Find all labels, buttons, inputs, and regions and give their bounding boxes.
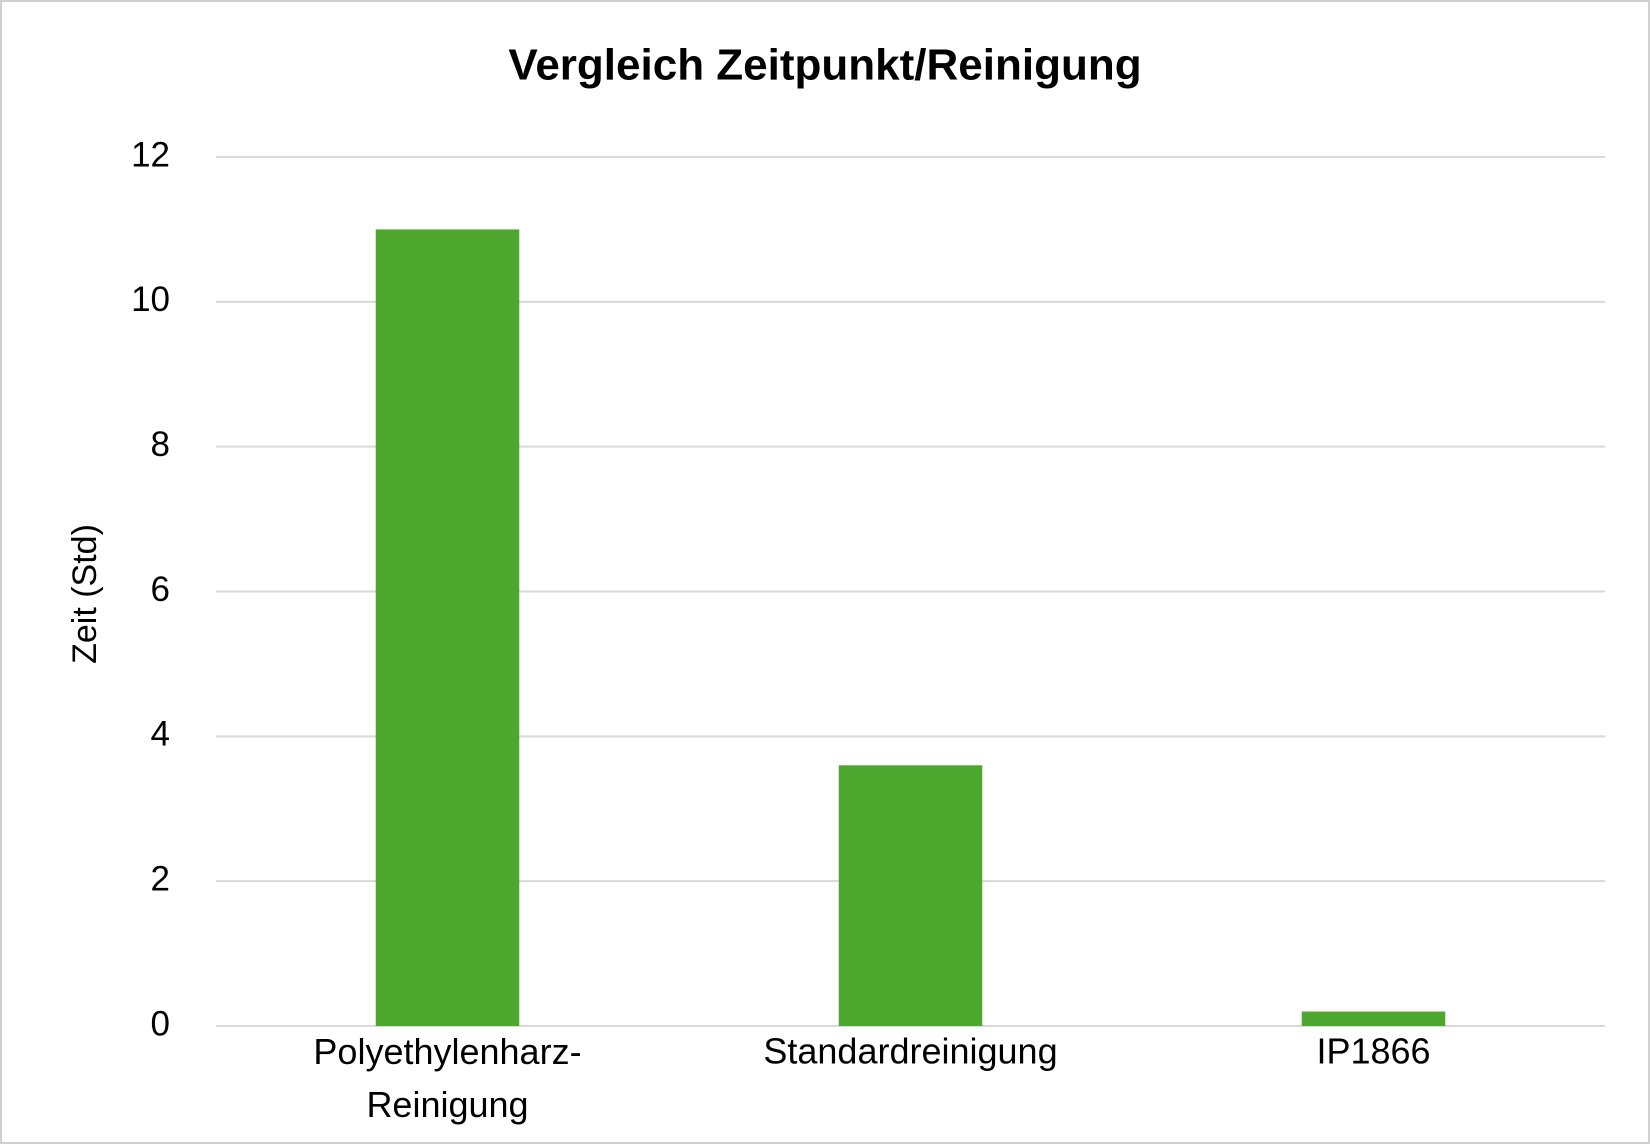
chart-title: Vergleich Zeitpunkt/Reinigung xyxy=(508,41,1141,90)
bar xyxy=(1301,1011,1446,1026)
y-axis-title: Zeit (Std) xyxy=(66,524,104,664)
y-tick-label: 10 xyxy=(131,280,170,319)
y-tick-label: 4 xyxy=(151,715,170,754)
y-tick-label: 2 xyxy=(151,859,170,898)
bar xyxy=(838,765,983,1026)
x-tick-label: Polyethylenharz-Reinigung xyxy=(313,1031,581,1125)
x-tick-label: IP1866 xyxy=(1316,1031,1430,1072)
y-tick-label: 12 xyxy=(131,135,170,174)
y-tick-label: 8 xyxy=(151,425,170,464)
bar xyxy=(375,229,520,1026)
y-tick-label: 6 xyxy=(151,570,170,609)
x-tick-label: Standardreinigung xyxy=(763,1031,1057,1072)
y-tick-label: 0 xyxy=(151,1004,170,1043)
